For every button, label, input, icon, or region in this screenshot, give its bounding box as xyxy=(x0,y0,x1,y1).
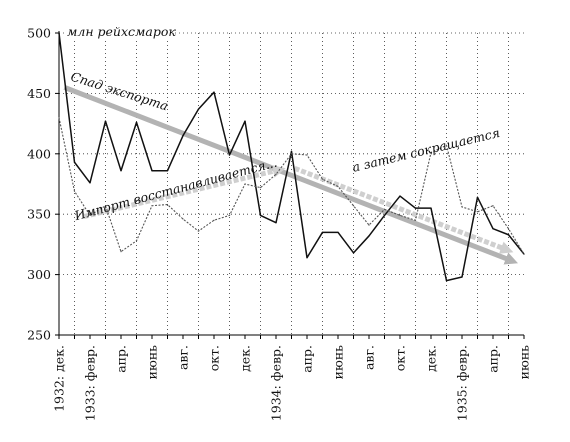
data-point xyxy=(89,182,91,184)
trend-arrows xyxy=(63,85,518,265)
data-point xyxy=(197,108,200,110)
data-point xyxy=(73,161,76,163)
x-tick-label: 1934: февр. xyxy=(269,345,284,421)
data-point xyxy=(445,280,448,282)
data-point xyxy=(259,187,262,189)
data-point xyxy=(306,257,308,259)
data-point xyxy=(352,205,355,207)
x-tick-label: авг. xyxy=(362,345,377,370)
x-tick-label: апр. xyxy=(114,345,129,373)
x-tick-label: июнь xyxy=(517,345,532,380)
y-tick-label: 500 xyxy=(27,26,51,41)
x-tick-label: окт. xyxy=(207,345,222,371)
data-point xyxy=(383,208,386,210)
data-point xyxy=(197,230,200,232)
data-point xyxy=(166,170,169,172)
data-point xyxy=(259,214,262,217)
data-point xyxy=(213,91,215,93)
y-tick-label: 450 xyxy=(27,86,51,101)
data-point xyxy=(120,251,122,253)
data-point xyxy=(492,205,494,207)
annotation-label: а затем сокращается xyxy=(351,125,502,175)
x-tick-label: апр. xyxy=(300,345,315,373)
data-point xyxy=(244,120,246,122)
x-tick-label: апр. xyxy=(486,345,501,373)
data-point xyxy=(445,144,448,146)
chart-grid xyxy=(59,32,524,335)
x-tick-label: 1932: дек. xyxy=(52,345,67,412)
data-point xyxy=(368,235,370,237)
data-point xyxy=(476,211,479,213)
x-tick-label: июнь xyxy=(145,345,160,380)
data-point xyxy=(151,205,153,207)
data-point xyxy=(290,153,293,155)
data-point xyxy=(58,32,60,34)
x-tick-label: авг. xyxy=(176,345,191,370)
data-point xyxy=(321,231,324,233)
data-point xyxy=(151,170,153,172)
data-point xyxy=(337,185,339,188)
data-point xyxy=(104,120,107,122)
data-point xyxy=(461,276,463,278)
import-decline-arrow xyxy=(293,165,514,254)
data-point xyxy=(461,206,463,208)
data-point xyxy=(430,151,432,154)
data-point xyxy=(414,207,417,209)
data-point xyxy=(507,228,510,230)
x-tick-label: дек. xyxy=(238,345,253,372)
data-point xyxy=(104,205,107,207)
data-point xyxy=(414,219,417,221)
data-point xyxy=(135,240,138,242)
data-point xyxy=(166,203,169,206)
data-point xyxy=(73,190,76,192)
data-point xyxy=(275,222,277,224)
data-point xyxy=(492,228,494,230)
data-point xyxy=(244,183,246,185)
data-point xyxy=(290,150,293,152)
import-recovery-arrow xyxy=(83,164,286,220)
series-line-solid xyxy=(58,32,525,282)
x-axis-tick-labels: 1932: дек. 1933: февр. апр. июнь авг. окт. дек… xyxy=(52,345,532,421)
data-point xyxy=(228,214,231,217)
data-series xyxy=(58,32,525,282)
unit-label: млн рейхсмарок xyxy=(67,24,176,39)
unit-label-backdrop xyxy=(64,25,174,39)
data-point xyxy=(306,154,308,156)
data-point xyxy=(135,121,138,123)
data-point xyxy=(182,218,184,220)
data-point xyxy=(523,253,525,255)
data-point xyxy=(430,207,432,209)
data-point xyxy=(507,234,510,236)
x-tick-label: 1933: февр. xyxy=(83,345,98,421)
data-point xyxy=(321,178,324,180)
y-tick-label: 250 xyxy=(27,328,51,343)
export-decline-arrow xyxy=(63,85,518,265)
x-tick-label: 1935: февр. xyxy=(455,345,470,421)
data-point xyxy=(399,195,401,197)
x-tick-label: июнь xyxy=(331,345,346,380)
data-point xyxy=(228,154,231,156)
y-axis-tick-labels: 250 300 350 400 450 500 xyxy=(27,26,51,343)
annotation-label: Импорт восстанавливается... xyxy=(72,155,279,224)
data-point xyxy=(399,214,401,217)
x-tick-label: окт. xyxy=(393,345,408,371)
data-point xyxy=(213,219,215,221)
data-point xyxy=(120,170,122,172)
data-point xyxy=(383,214,386,217)
data-point xyxy=(352,252,355,254)
y-tick-label: 350 xyxy=(27,207,51,222)
x-tick-label: дек. xyxy=(424,345,439,372)
data-point xyxy=(182,135,184,137)
data-point xyxy=(89,214,91,217)
data-point xyxy=(58,116,60,119)
y-tick-label: 300 xyxy=(27,267,51,282)
data-point xyxy=(368,224,370,226)
data-point xyxy=(337,231,339,233)
data-point xyxy=(476,196,479,198)
chart-axes xyxy=(55,31,525,339)
y-tick-label: 400 xyxy=(27,146,51,161)
data-point xyxy=(275,173,277,175)
